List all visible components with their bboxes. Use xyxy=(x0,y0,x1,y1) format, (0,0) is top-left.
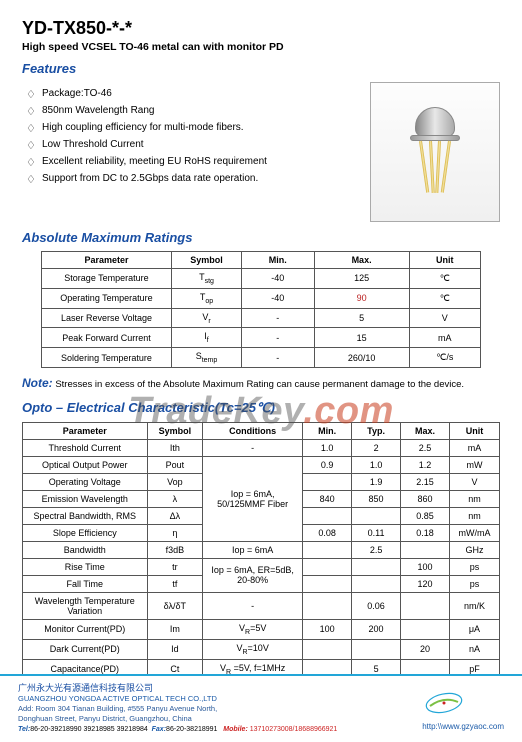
company-name-cn: 广州永大光有源通信科技有限公司 xyxy=(18,682,422,694)
address-line1: Add: Room 304 Tianan Building, #555 Pany… xyxy=(18,704,422,714)
feature-item: Support from DC to 2.5Gbps data rate ope… xyxy=(22,173,362,184)
address-line2: Donghuan Street, Panyu District, Guangzh… xyxy=(18,714,422,724)
note-text: Note: Stresses in excess of the Absolute… xyxy=(22,376,500,390)
website-url: http:\\www.gzyaoc.com xyxy=(422,722,504,731)
opto-table: ParameterSymbolConditionsMin.Typ.Max.Uni… xyxy=(22,422,500,679)
opto-heading: Opto – Electrical Characteristic(Tc=25℃) xyxy=(22,400,500,416)
contact-line: Tel:86-20-39218990 39218985 39218984 Fax… xyxy=(18,725,422,734)
feature-item: 850nm Wavelength Rang xyxy=(22,105,362,116)
ratings-heading: Absolute Maximum Ratings xyxy=(22,230,500,245)
feature-item: High coupling efficiency for multi-mode … xyxy=(22,122,362,133)
product-image xyxy=(370,82,500,222)
ratings-table: ParameterSymbolMin.Max.UnitStorage Tempe… xyxy=(41,251,481,368)
footer: 广州永大光有源通信科技有限公司 GUANGZHOU YONGDA ACTIVE … xyxy=(0,674,522,742)
product-subtitle: High speed VCSEL TO-46 metal can with mo… xyxy=(22,41,500,53)
features-list: Package:TO-46 850nm Wavelength Rang High c… xyxy=(22,82,362,222)
feature-item: Low Threshold Current xyxy=(22,139,362,150)
company-name-en: GUANGZHOU YONGDA ACTIVE OPTICAL TECH CO.… xyxy=(18,694,422,704)
feature-item: Package:TO-46 xyxy=(22,88,362,99)
feature-item: Excellent reliability, meeting EU RoHS r… xyxy=(22,156,362,167)
features-heading: Features xyxy=(22,61,500,76)
company-logo xyxy=(422,688,466,718)
product-title: YD-TX850-*-* xyxy=(22,18,500,39)
